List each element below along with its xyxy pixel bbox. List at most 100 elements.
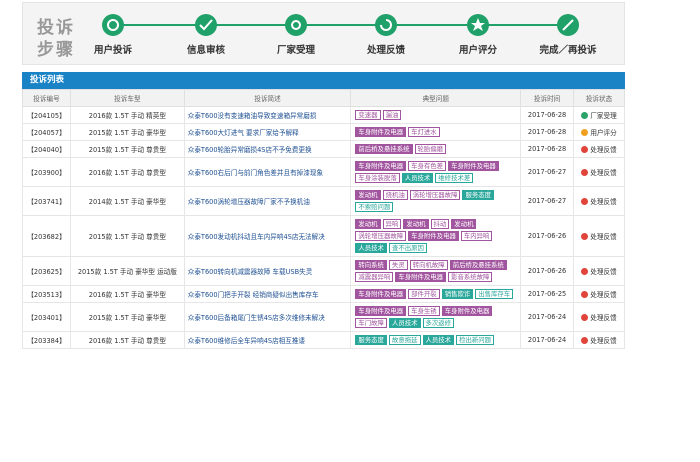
column-header: 投诉编号 — [22, 89, 71, 107]
summary: 众泰T600后备箱尾门生锈4S店多次维修未解决 — [183, 302, 352, 332]
table-row: 【203682】 2015款 1.5T 手动 尊贵型 众泰T600发动机抖动且车内异… — [22, 215, 625, 257]
issue-tag: 车身有色差 — [408, 161, 447, 171]
steps-panel: 投诉 步骤 用户投诉 信息审核 厂家受理 处理反馈 用户评分 完成／再投诉 — [22, 2, 625, 65]
issue-tag: 转向机故障 — [409, 260, 448, 270]
issue-tag: 发动机 — [355, 190, 381, 200]
issue-tag: 减震器异响 — [355, 272, 394, 282]
issue-tag: 抖动 — [430, 219, 450, 229]
table-row: 【203741】 2014款 1.5T 手动 豪华型 众泰T600涡轮增压器故障厂家… — [22, 186, 625, 216]
status: 处理反馈 — [590, 291, 617, 299]
date: 2017-06-28 — [520, 123, 575, 141]
steps-title: 步骤 — [37, 40, 75, 60]
issue-tag: 人员技术 — [355, 243, 387, 253]
issue-tag: 前后桥及悬挂系统 — [449, 260, 507, 270]
status-icon — [581, 169, 589, 176]
issue-tag: 车身附件及电器 — [395, 272, 447, 282]
complaint-table: 投诉编号 投诉车型 投诉简述 典型问题 投诉时间 投诉状态 【204105】 2016款 1… — [22, 89, 625, 349]
issue-tag: 多次返修 — [422, 318, 455, 328]
summary: 众泰T600门把手开裂 经销商疑似出售库存车 — [183, 285, 352, 303]
car-model: 2016款 1.5T 手动 精英型 — [69, 106, 185, 124]
car-model: 2015款 1.5T 手动 豪华型 运动版 — [69, 256, 185, 286]
status: 处理反馈 — [590, 169, 617, 177]
car-model: 2015款 1.5T 手动 豪华型 — [69, 302, 185, 332]
issue-tag: 轮胎偏磨 — [414, 144, 447, 154]
issue-tag: 车身附件及电器 — [448, 161, 499, 171]
issue-tag: 发动机 — [355, 219, 381, 229]
tags-cell: 发动机 烧机油 涡轮增压器故障 服务态度不索赔问题 — [350, 186, 522, 216]
issue-tag: 不索赔问题 — [355, 202, 394, 212]
issue-tag: 失灵 — [388, 260, 408, 270]
status-icon — [581, 337, 589, 344]
status: 处理反馈 — [590, 314, 617, 322]
status: 厂家受理 — [590, 112, 617, 120]
issue-tag: 检出新问题 — [456, 335, 495, 345]
status-cell: 处理反馈 — [573, 186, 625, 216]
status-cell: 处理反馈 — [573, 215, 625, 257]
table-row: 【203625】 2015款 1.5T 手动 豪华型 运动版 众泰T600转向机减震… — [22, 256, 625, 286]
issue-tag: 前后桥及悬挂系统 — [355, 144, 413, 154]
complaint-id: 【203384】 — [22, 331, 71, 349]
list-header: 投诉列表 — [22, 72, 625, 89]
issue-tag: 销售欺诈 — [441, 289, 474, 299]
status-cell: 处理反馈 — [573, 256, 625, 286]
column-header: 典型问题 — [350, 89, 522, 107]
complaint-id: 【203625】 — [22, 256, 71, 286]
status-cell: 处理反馈 — [573, 302, 625, 332]
summary: 众泰T600维修后全车异响4S店相互推诿 — [183, 331, 352, 349]
step-label: 厂家受理 — [276, 45, 316, 56]
table-row: 【204057】 2015款 1.5T 手动 豪华型 众泰T600大灯进气 要求厂家… — [22, 123, 625, 141]
status: 处理反馈 — [590, 268, 617, 276]
issue-tag: 车内异响 — [460, 231, 493, 241]
issue-tag: 影音系统故障 — [448, 272, 493, 282]
date: 2017-06-27 — [520, 186, 575, 216]
table-row: 【203513】 2016款 1.5T 手动 豪华型 众泰T600门把手开裂 经销商… — [22, 285, 625, 303]
column-header: 投诉车型 — [69, 89, 185, 107]
status: 处理反馈 — [590, 337, 617, 345]
status-icon — [581, 198, 589, 205]
status-cell: 厂家受理 — [573, 106, 625, 124]
issue-tag: 车门故障 — [355, 318, 387, 328]
tags-cell: 发动机 异响 发动机 抖动 发动机涡轮增压器故障 车身附件及电器 车内异响人员技术 查不出原因 — [350, 215, 522, 257]
issue-tag: 车身附件及电器 — [355, 289, 407, 299]
issue-tag: 人员技术 — [422, 335, 455, 345]
date: 2017-06-28 — [520, 140, 575, 158]
status-icon — [581, 233, 589, 240]
issue-tag: 车身生锈 — [408, 306, 440, 316]
table-row: 【204040】 2015款 1.5T 手动 尊贵型 众泰T600轮胎异常磨损4S店… — [22, 140, 625, 158]
summary: 众泰T600大灯进气 要求厂家给予解释 — [183, 123, 352, 141]
tags-cell: 变速器 漏油 — [350, 106, 522, 124]
date: 2017-06-24 — [520, 302, 575, 332]
issue-tag: 变速器 — [355, 110, 381, 120]
tags-cell: 车身附件及电器 车灯进水 — [350, 123, 522, 141]
car-model: 2016款 1.5T 手动 尊贵型 — [69, 157, 185, 187]
status-cell: 处理反馈 — [573, 285, 625, 303]
status-icon — [581, 314, 589, 321]
issue-tag: 故意拖延 — [388, 335, 421, 345]
status: 处理反馈 — [590, 146, 617, 154]
table-row: 【204105】 2016款 1.5T 手动 精英型 众泰T600没有变速箱油导致变… — [22, 106, 625, 124]
date: 2017-06-26 — [520, 256, 575, 286]
complaint-id: 【204057】 — [22, 123, 71, 141]
issue-tag: 出售库存车 — [475, 289, 514, 299]
issue-tag: 烧机油 — [382, 190, 408, 200]
step-label: 完成／再投诉 — [539, 45, 597, 56]
car-model: 2015款 1.5T 手动 尊贵型 — [69, 215, 185, 257]
tags-cell: 车身附件及电器 车身有色差 车身附件及电器车身涂装脱落 人员技术 维修技术差 — [350, 157, 522, 187]
steps-title: 投诉 — [37, 18, 75, 38]
step-label: 信息审核 — [186, 45, 226, 56]
status-cell: 处理反馈 — [573, 140, 625, 158]
issue-tag: 车身附件及电器 — [355, 127, 407, 137]
date: 2017-06-28 — [520, 106, 575, 124]
car-model: 2015款 1.5T 手动 豪华型 — [69, 123, 185, 141]
tags-cell: 转向系统 失灵 转向机故障 前后桥及悬挂系统减震器异响 车身附件及电器 影音系统故障 — [350, 256, 522, 286]
status-cell: 用户评分 — [573, 123, 625, 141]
date: 2017-06-24 — [520, 331, 575, 349]
status-icon — [581, 291, 589, 298]
status-icon — [581, 268, 589, 275]
complaint-id: 【204040】 — [22, 140, 71, 158]
issue-tag: 服务态度 — [355, 335, 387, 345]
issue-tag: 发动机 — [403, 219, 429, 229]
tags-cell: 车身附件及电器 部件开裂 销售欺诈 出售库存车 — [350, 285, 522, 303]
table-row: 【203384】 2016款 1.5T 手动 尊贵型 众泰T600维修后全车异响4S… — [22, 331, 625, 349]
